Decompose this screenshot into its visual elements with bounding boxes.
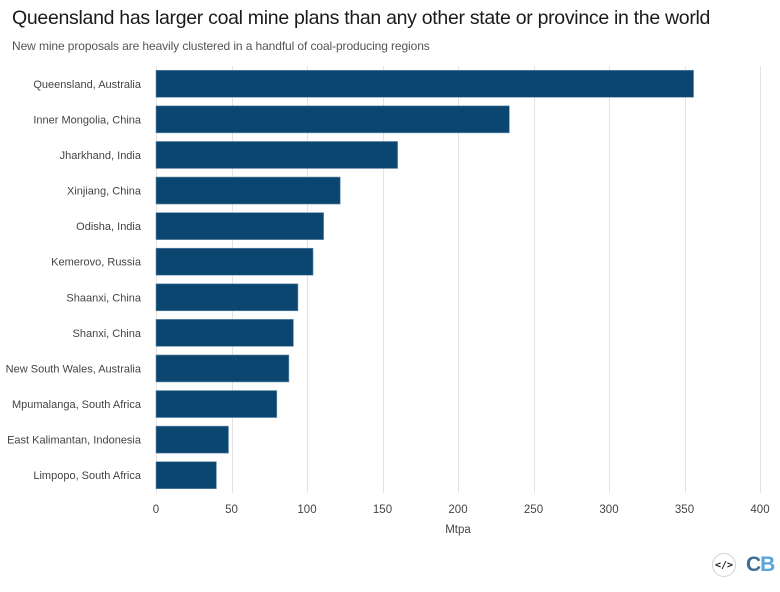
bar[interactable]: [155, 247, 314, 276]
bar[interactable]: [155, 176, 341, 205]
bar[interactable]: [155, 105, 510, 134]
category-label: Shaanxi, China: [66, 292, 141, 304]
bar[interactable]: [155, 425, 229, 454]
x-tick-label: 50: [225, 504, 238, 516]
x-tick-label: 200: [448, 504, 467, 516]
x-tick-label: 100: [297, 504, 316, 516]
logo-letter-b: B: [760, 553, 775, 576]
bar[interactable]: [155, 69, 694, 98]
x-tick-label: 150: [373, 504, 392, 516]
x-tick-label: 350: [675, 504, 694, 516]
category-label: East Kalimantan, Indonesia: [7, 435, 142, 447]
bar[interactable]: [155, 319, 294, 347]
category-label: Xinjiang, China: [67, 186, 142, 198]
bar[interactable]: [155, 141, 398, 169]
logo-letter-c: C: [746, 553, 761, 576]
code-embed-icon[interactable]: </>: [712, 553, 736, 577]
bars: [155, 69, 694, 490]
bar[interactable]: [155, 354, 290, 383]
x-tick-label: 400: [750, 504, 769, 516]
category-label: Shanxi, China: [73, 328, 142, 340]
category-label: Jharkhand, India: [60, 150, 142, 162]
bar[interactable]: [155, 390, 278, 418]
x-tick-labels: 0 50 100 150 200 250 300 350 400: [153, 504, 770, 516]
carbon-brief-logo[interactable]: CB: [746, 553, 775, 577]
chart-subtitle: New mine proposals are heavily clustered…: [12, 39, 430, 53]
category-label: Queensland, Australia: [33, 79, 142, 91]
category-label: Kemerovo, Russia: [51, 257, 142, 269]
bar[interactable]: [155, 212, 324, 240]
category-label: New South Wales, Australia: [6, 363, 142, 375]
gridlines: [156, 66, 761, 493]
x-tick-label: 250: [524, 504, 543, 516]
x-axis-title: Mtpa: [445, 524, 471, 536]
category-label: Inner Mongolia, China: [33, 114, 142, 126]
bar[interactable]: [155, 461, 217, 490]
chart-title: Queensland has larger coal mine plans th…: [12, 7, 711, 29]
x-tick-label: 300: [599, 504, 618, 516]
x-tick-label: 0: [153, 504, 159, 516]
category-label: Mpumalanga, South Africa: [12, 399, 142, 411]
category-label: Odisha, India: [76, 221, 142, 233]
category-labels: Queensland, Australia Inner Mongolia, Chi…: [6, 79, 142, 482]
category-label: Limpopo, South Africa: [33, 470, 142, 482]
bar[interactable]: [155, 283, 299, 312]
